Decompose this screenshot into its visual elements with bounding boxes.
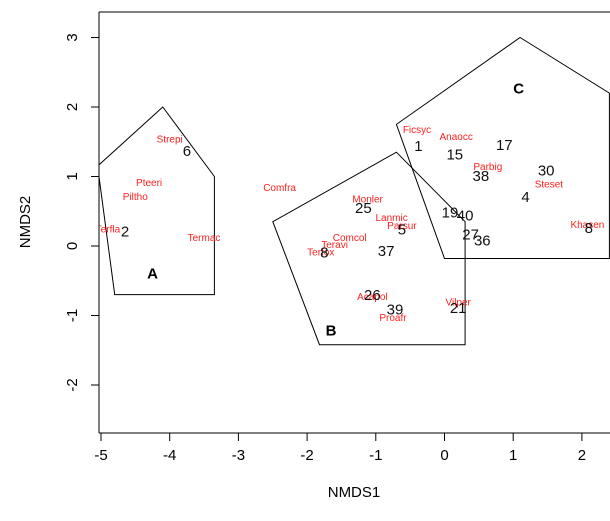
y-axis: -2 -1 0 1 2 3 (64, 33, 99, 392)
y-axis-title: NMDS2 (17, 196, 34, 249)
x-tick-label: 2 (578, 447, 586, 464)
species-label: Terfox (307, 248, 334, 259)
species-label: Pteeri (136, 178, 162, 189)
site-label: 2 (121, 224, 129, 241)
site-label: 4 (521, 189, 529, 206)
x-axis-title: NMDS1 (328, 484, 381, 501)
species-label: Lanmic (375, 213, 407, 224)
group-hulls (99, 36, 610, 346)
site-label: 8 (320, 245, 328, 262)
x-tick-label: -1 (369, 447, 382, 464)
hull-c (395, 36, 610, 259)
group-label-a: A (147, 265, 158, 282)
species-label: Vilper (446, 298, 472, 309)
x-tick-label: 1 (509, 447, 517, 464)
species-label: Ficsyc (403, 125, 431, 136)
species-label: Terfla (96, 225, 121, 236)
x-tick-label: 0 (440, 447, 448, 464)
y-tick-label: -1 (64, 309, 81, 322)
species-label: Parsur (387, 221, 417, 232)
site-label: 17 (496, 137, 513, 154)
site-label: 27 (462, 227, 479, 244)
group-label-c: C (513, 81, 524, 98)
group-label-b: B (326, 322, 337, 339)
hull-a (99, 106, 215, 296)
site-label: 26 (364, 287, 381, 304)
species-label: Strepi (157, 134, 183, 145)
species-label: Comcol (333, 233, 367, 244)
species-label: Teravi (321, 240, 348, 251)
site-label: 5 (398, 222, 406, 239)
site-label: 8 (585, 220, 593, 237)
group-labels: A B C (147, 81, 524, 340)
y-tick-label: 0 (64, 242, 81, 250)
species-label: Termac (188, 233, 221, 244)
site-label: 30 (538, 163, 555, 180)
site-label: 6 (183, 143, 191, 160)
x-tick-label: -3 (232, 447, 245, 464)
site-label: 36 (474, 233, 491, 250)
x-tick-label: -5 (94, 447, 107, 464)
species-label: Piltho (123, 192, 148, 203)
x-axis: -5 -4 -3 -2 -1 0 1 2 (94, 433, 586, 464)
site-label: 40 (457, 208, 474, 225)
site-label: 15 (446, 147, 463, 164)
x-tick-label: -4 (163, 447, 176, 464)
species-label: Khasen (570, 220, 604, 231)
y-tick-label: 1 (64, 172, 81, 180)
species-label: Steset (535, 179, 564, 190)
site-label: 25 (355, 200, 372, 217)
y-tick-label: 3 (64, 33, 81, 41)
site-label: 19 (442, 204, 459, 221)
y-tick-label: 2 (64, 103, 81, 111)
species-labels: Strepi Pteeri Piltho Terfla Termac Comfra Monl… (96, 125, 604, 324)
y-tick-label: -2 (64, 378, 81, 391)
species-label: Anaocc (440, 132, 473, 143)
species-label: Comfra (263, 183, 296, 194)
species-label: Parbig (473, 162, 502, 173)
species-label: Monler (352, 195, 383, 206)
site-label: 39 (387, 302, 404, 319)
x-tick-label: -2 (300, 447, 313, 464)
site-label: 21 (450, 300, 467, 317)
hull-b (272, 151, 466, 346)
site-label: 38 (473, 168, 490, 185)
species-label: Proafr (379, 313, 407, 324)
site-label: 1 (414, 138, 422, 155)
species-label: Acapol (357, 292, 388, 303)
site-label: 37 (378, 243, 395, 260)
